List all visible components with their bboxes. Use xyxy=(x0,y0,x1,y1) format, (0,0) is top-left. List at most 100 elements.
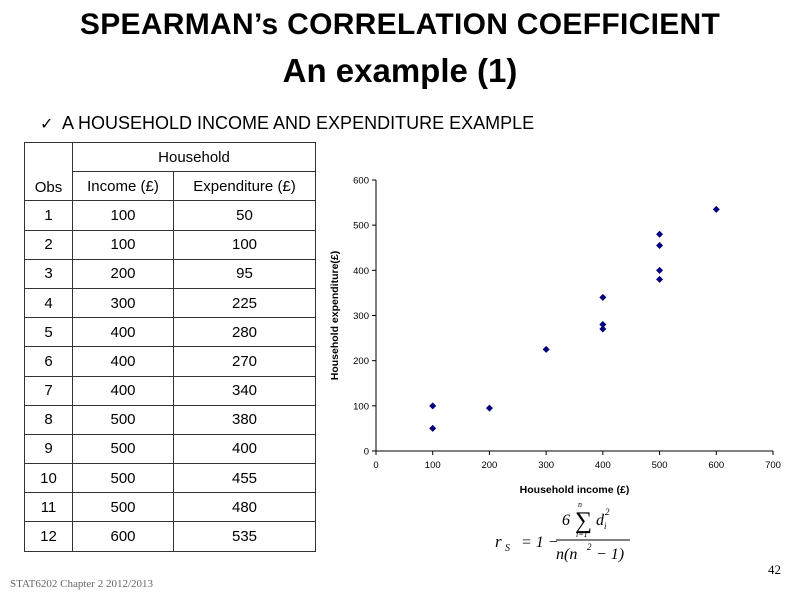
formula-sum-top: n xyxy=(578,500,582,509)
y-tick-label: 200 xyxy=(353,356,369,367)
cell-income: 500 xyxy=(72,463,174,494)
cell-expenditure: 280 xyxy=(173,317,316,348)
data-point xyxy=(656,230,664,238)
y-axis-label: Household expenditure(£) xyxy=(329,251,341,381)
cell-income: 400 xyxy=(72,317,174,348)
slide-title: SPEARMAN’s CORRELATION COEFFICIENT xyxy=(79,8,721,41)
data-point xyxy=(656,266,664,274)
formula-d-sup: 2 xyxy=(605,507,610,517)
cell-obs: 10 xyxy=(24,463,73,494)
data-point xyxy=(656,241,664,249)
table-row: 6 400 270 xyxy=(24,346,316,377)
cell-obs: 9 xyxy=(24,433,73,465)
cell-income: 100 xyxy=(72,200,174,231)
y-tick-label: 600 xyxy=(353,176,369,187)
formula-d-sub: i xyxy=(604,521,607,531)
check-icon: ✓ xyxy=(40,115,54,133)
cell-income: 500 xyxy=(72,492,174,523)
footer-text: STAT6202 Chapter 2 2012/2013 xyxy=(10,578,154,590)
cell-expenditure: 100 xyxy=(173,229,316,260)
cell-income: 300 xyxy=(72,287,174,319)
formula-denominator-end: − 1) xyxy=(596,546,624,563)
formula-denominator: n(n xyxy=(556,546,577,563)
cell-expenditure: 455 xyxy=(173,463,316,494)
x-tick-label: 300 xyxy=(538,460,554,471)
y-tick-label: 100 xyxy=(353,401,369,412)
table-row: 4 300 225 xyxy=(24,287,316,319)
cell-expenditure: 400 xyxy=(173,433,316,465)
data-point xyxy=(485,404,493,412)
formula-equals: = 1 − xyxy=(521,534,559,551)
cell-expenditure: 535 xyxy=(173,521,316,552)
x-tick-label: 500 xyxy=(652,460,668,471)
header-obs: Obs xyxy=(24,141,73,202)
y-tick-label: 300 xyxy=(353,311,369,322)
cell-obs: 4 xyxy=(24,287,73,319)
cell-income: 400 xyxy=(72,375,174,406)
table-row: 12 600 535 xyxy=(24,521,316,552)
formula-d: d xyxy=(596,512,605,529)
formula-r: r xyxy=(495,532,502,551)
table-row: 2 100 100 xyxy=(24,229,316,260)
cell-income: 400 xyxy=(72,346,174,377)
table-row: 7 400 340 xyxy=(24,375,316,406)
x-tick-label: 600 xyxy=(708,460,724,471)
table-row: 1 100 50 xyxy=(24,200,316,231)
table-row: 9 500 400 xyxy=(24,433,316,465)
y-tick-label: 0 xyxy=(364,447,369,458)
cell-income: 500 xyxy=(72,433,174,465)
cell-obs: 7 xyxy=(24,375,73,406)
x-tick-label: 0 xyxy=(373,460,378,471)
data-table: Obs Household Income (£) Expenditure (£)… xyxy=(24,141,316,552)
header-income: Income (£) xyxy=(72,171,174,202)
formula-six: 6 xyxy=(562,512,570,529)
scatter-chart: 0 100 200 300 400 500 600 0 100 200 300 400 500 600 70… xyxy=(329,176,781,496)
header-expenditure: Expenditure (£) xyxy=(173,171,316,202)
cell-income: 600 xyxy=(72,521,174,552)
x-axis-label: Household income (£) xyxy=(520,484,630,495)
data-point xyxy=(599,293,607,301)
cell-expenditure: 270 xyxy=(173,346,316,377)
page-number: 42 xyxy=(768,562,781,577)
data-point xyxy=(656,275,664,283)
y-tick-label: 500 xyxy=(353,221,369,232)
table-row: 8 500 380 xyxy=(24,404,316,435)
cell-expenditure: 380 xyxy=(173,404,316,435)
cell-obs: 8 xyxy=(24,404,73,435)
data-point xyxy=(542,345,550,353)
header-household: Household xyxy=(72,141,316,173)
x-tick-label: 700 xyxy=(765,460,781,471)
cell-expenditure: 480 xyxy=(173,492,316,523)
x-tick-label: 200 xyxy=(481,460,497,471)
cell-obs: 5 xyxy=(24,317,73,348)
cell-obs: 2 xyxy=(24,229,73,260)
x-tick-label: 100 xyxy=(425,460,441,471)
cell-obs: 1 xyxy=(24,200,73,231)
cell-expenditure: 50 xyxy=(173,200,316,231)
data-point xyxy=(712,205,720,213)
bullet-point: ✓ A HOUSEHOLD INCOME AND EXPENDITURE EXA… xyxy=(40,113,534,134)
formula-r-sub: S xyxy=(505,543,510,554)
table-row: 3 200 95 xyxy=(24,258,316,289)
cell-obs: 12 xyxy=(24,521,73,552)
x-tick-label: 400 xyxy=(595,460,611,471)
sigma-icon: ∑ xyxy=(575,508,592,534)
formula-sum-bottom: i=1 xyxy=(576,530,588,539)
data-point xyxy=(599,321,607,329)
bullet-text: A HOUSEHOLD INCOME AND EXPENDITURE EXAMP… xyxy=(62,113,535,133)
cell-obs: 11 xyxy=(24,492,73,523)
table-row: 11 500 480 xyxy=(24,492,316,523)
cell-expenditure: 225 xyxy=(173,287,316,319)
y-tick-label: 400 xyxy=(353,266,369,277)
cell-income: 100 xyxy=(72,229,174,260)
cell-income: 500 xyxy=(72,404,174,435)
slide-subtitle: An example (1) xyxy=(282,52,518,89)
formula-denominator-sup: 2 xyxy=(587,542,592,552)
cell-income: 200 xyxy=(72,258,174,289)
cell-obs: 3 xyxy=(24,258,73,289)
cell-expenditure: 95 xyxy=(173,258,316,289)
data-point xyxy=(429,402,437,410)
spearman-formula: r S = 1 − 6 ∑ n i=1 d i 2 n(n 2 − 1) xyxy=(495,500,630,563)
table-row: 10 500 455 xyxy=(24,463,316,494)
cell-obs: 6 xyxy=(24,346,73,377)
